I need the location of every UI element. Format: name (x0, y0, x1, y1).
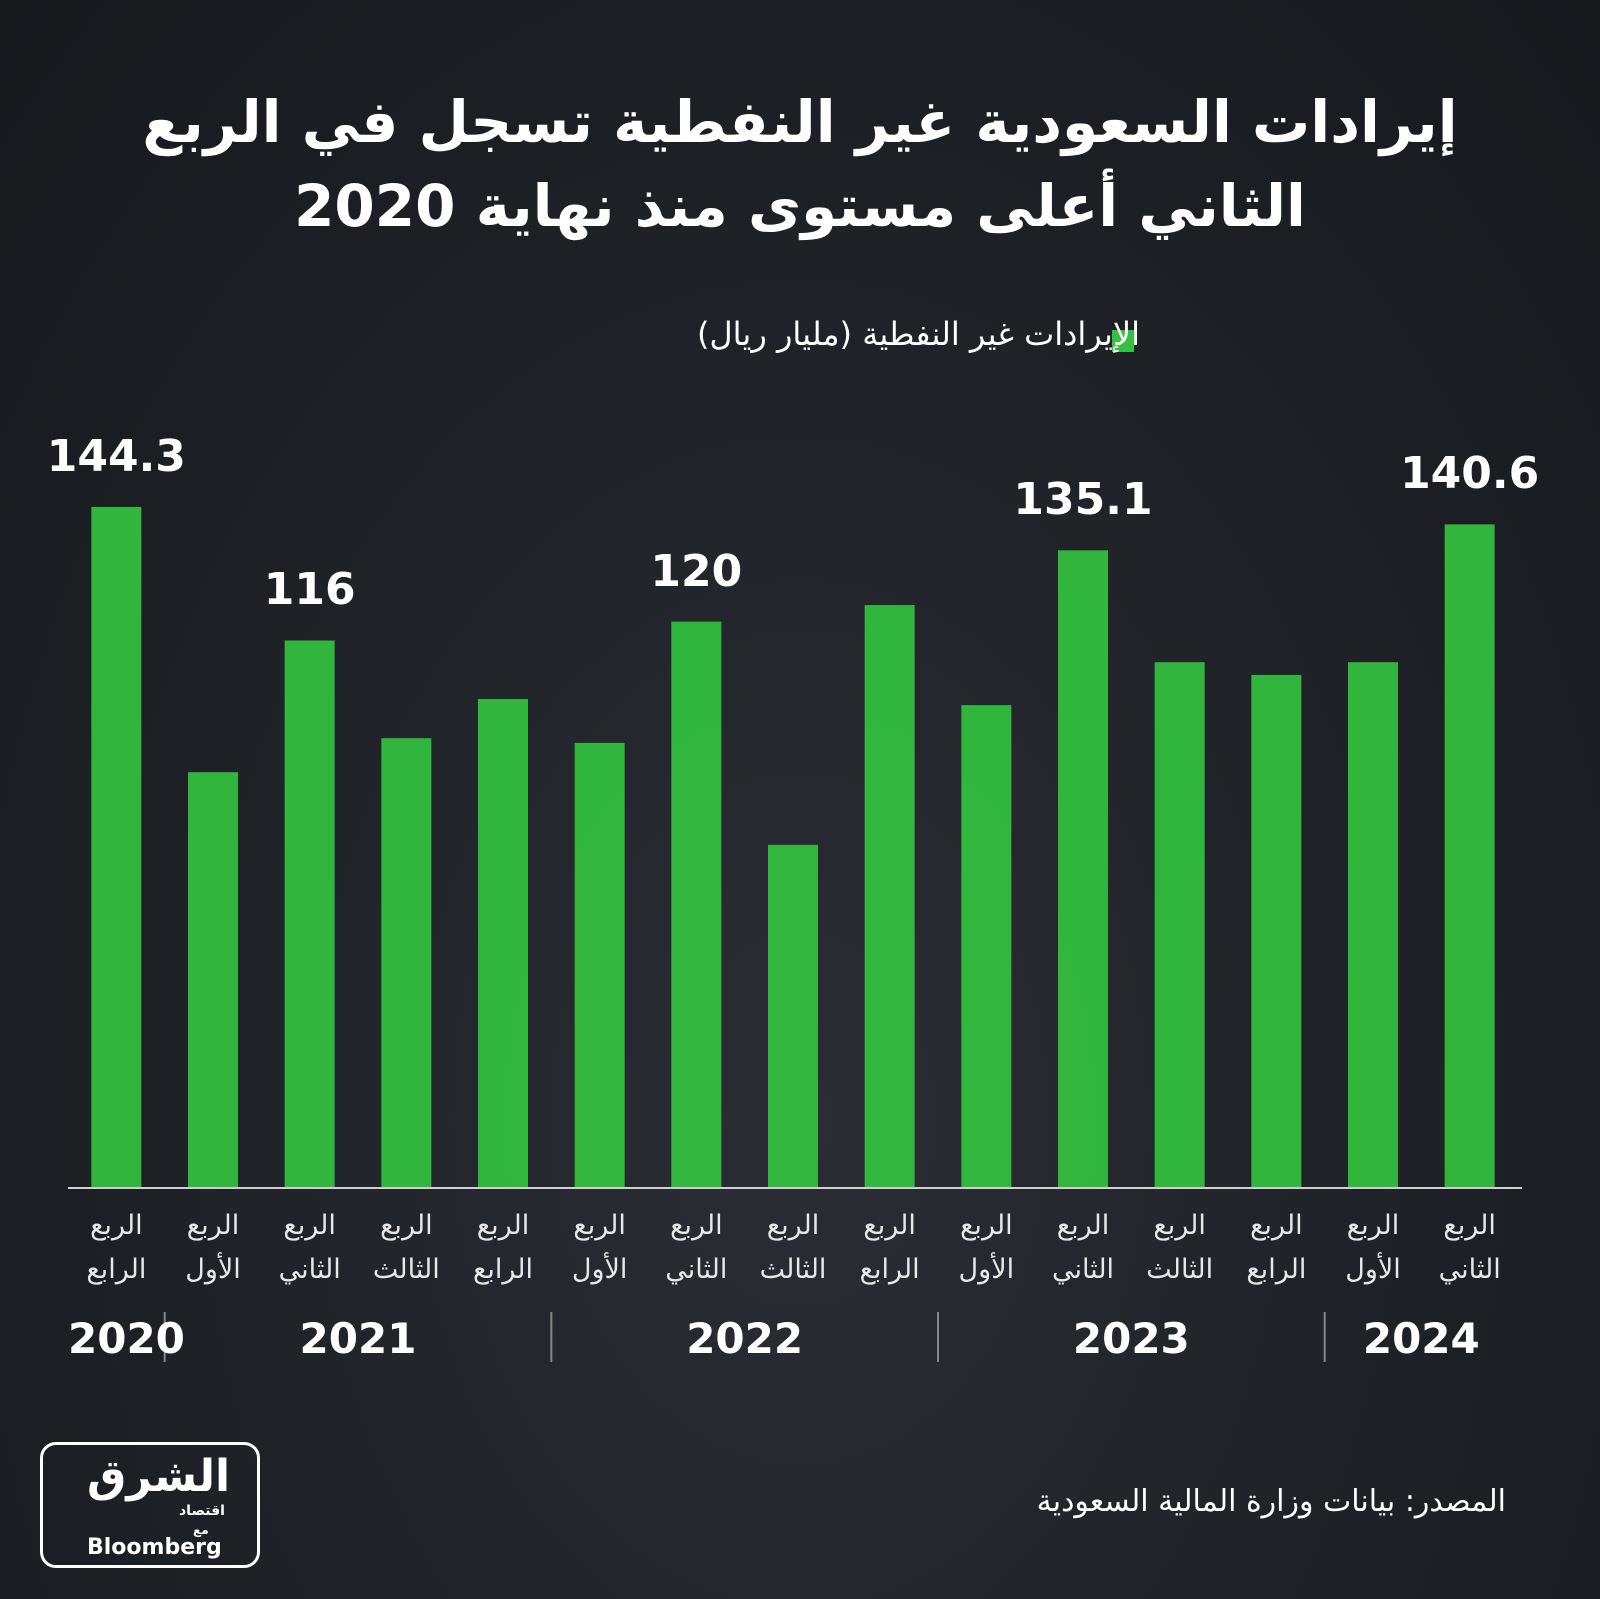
bar (284, 640, 335, 1188)
bar (478, 699, 528, 1188)
x-tick-label: الربع الأول (958, 1210, 1015, 1285)
bar (864, 605, 915, 1188)
bar (1348, 662, 1398, 1188)
value-label: 116 (263, 564, 356, 616)
bar (381, 738, 432, 1188)
year-label: 2022 (686, 1314, 804, 1363)
year-label: 2021 (299, 1314, 417, 1363)
bar (961, 705, 1012, 1188)
logo-sub: اقتصاد (179, 1503, 225, 1519)
source: المصدر: بيانات وزارة المالية السعودية (1036, 1484, 1506, 1519)
x-tick-label: الربع الثالث (759, 1210, 827, 1285)
value-label: 140.6 (1400, 448, 1540, 500)
logo-arabic: الشرق (87, 1451, 231, 1502)
logo: الشرق اقتصاد مع Bloomberg (40, 1442, 260, 1568)
legend-swatch (1112, 330, 1134, 352)
bar (1058, 550, 1108, 1188)
x-tick-label: الربع الثاني (1051, 1210, 1115, 1285)
x-tick-label: الربع الثاني (1438, 1210, 1501, 1285)
x-tick-label: الربع الرابع (86, 1210, 147, 1285)
x-tick-label: الربع الرابع (472, 1210, 533, 1285)
x-tick-label: الربع الثالث (1146, 1210, 1214, 1285)
value-label: 144.3 (46, 430, 186, 482)
year-label: 2023 (1072, 1314, 1190, 1363)
x-tick-label: الربع الأول (571, 1210, 628, 1285)
legend-label: الإيرادات غير النفطية (مليار ريال) (696, 315, 1140, 353)
x-tick-label: الربع الرابع (859, 1210, 920, 1285)
x-tick-label: الربع الثاني (665, 1210, 728, 1285)
value-label: 120 (650, 545, 743, 597)
title: إيرادات السعودية غير النفطية تسجل في الر… (142, 88, 1458, 240)
year-label: 2024 (1362, 1314, 1480, 1363)
value-label: 135.1 (1013, 474, 1153, 526)
bar (1154, 662, 1205, 1188)
x-tick-label: الربع الأول (185, 1210, 241, 1285)
bar (1251, 674, 1302, 1188)
bar (768, 844, 818, 1188)
x-tick-label: الربع الثاني (278, 1210, 341, 1285)
x-tick-label: الربع الأول (1345, 1210, 1401, 1285)
x-tick-label: الربع الرابع (1246, 1210, 1307, 1285)
bar (188, 772, 238, 1188)
logo-brand: Bloomberg (87, 1535, 222, 1560)
bar (574, 742, 625, 1188)
bar (671, 621, 722, 1188)
bar (91, 506, 142, 1188)
logo-with: مع (193, 1523, 209, 1537)
year-label: 2020 (68, 1314, 185, 1363)
bar (1444, 524, 1495, 1188)
x-tick-label: الربع الثالث (372, 1210, 440, 1285)
